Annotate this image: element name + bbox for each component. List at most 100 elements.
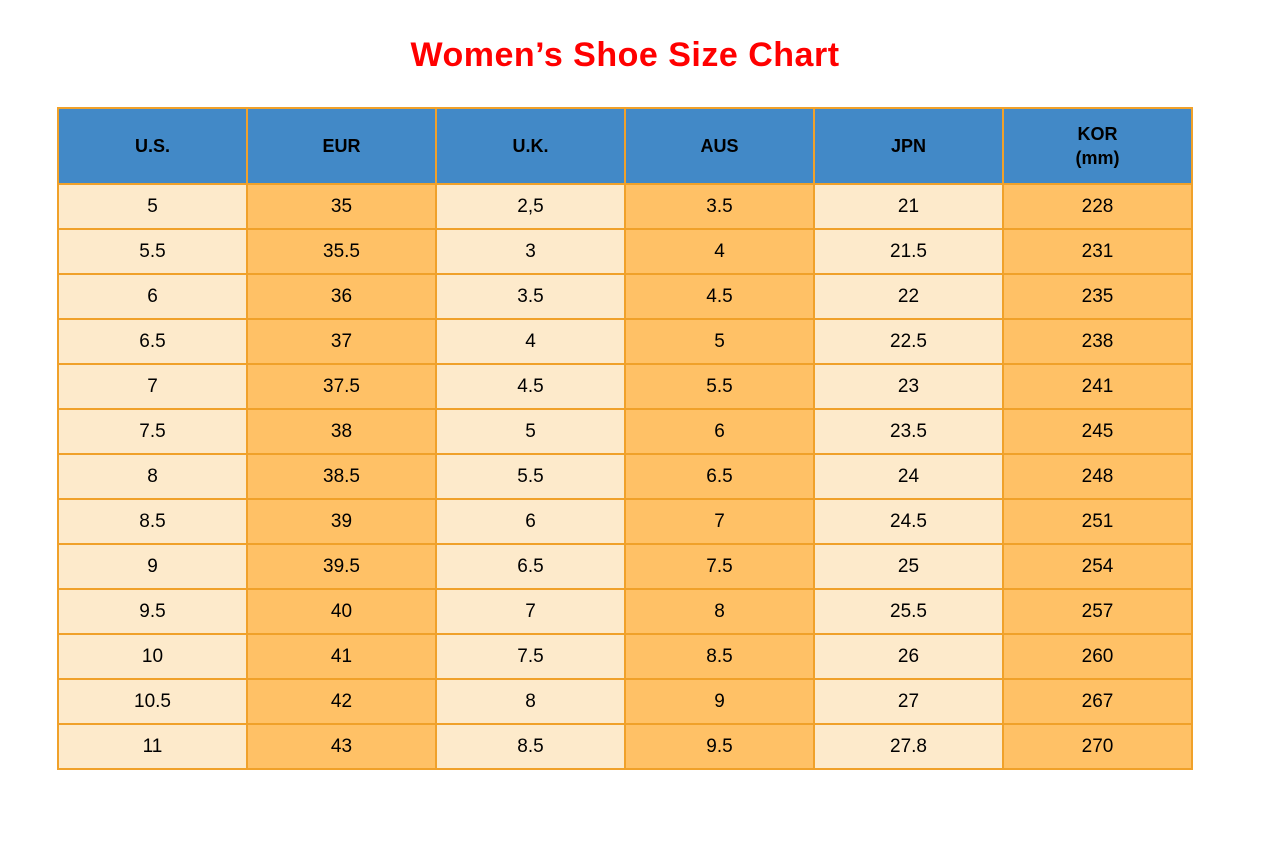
- table-cell: 21: [813, 183, 1004, 230]
- table-body: 5 35 2,5 3.5 21 228 5.5 35.5 3 4 21.5 231 6 36 3.5 4.5 2…: [57, 183, 1193, 770]
- table-cell: 7.5: [57, 408, 248, 455]
- table-row: 10.5 42 8 9 27 267: [57, 678, 1193, 725]
- table-cell: 7.5: [624, 543, 815, 590]
- table-cell: 8.5: [57, 498, 248, 545]
- table-cell: 8: [435, 678, 626, 725]
- table-cell: 260: [1002, 633, 1193, 680]
- table-cell: 6: [435, 498, 626, 545]
- table-cell: 6: [57, 273, 248, 320]
- page-title: Women’s Shoe Size Chart: [410, 36, 840, 74]
- table-cell: 9: [57, 543, 248, 590]
- table-cell: 36: [246, 273, 437, 320]
- table-row: 9 39.5 6.5 7.5 25 254: [57, 543, 1193, 590]
- table-row: 5 35 2,5 3.5 21 228: [57, 183, 1193, 230]
- column-header-eur: EUR: [246, 107, 437, 185]
- table-cell: 251: [1002, 498, 1193, 545]
- column-header-jpn: JPN: [813, 107, 1004, 185]
- table-cell: 4: [435, 318, 626, 365]
- column-header-label: JPN: [890, 135, 926, 156]
- table-cell: 41: [246, 633, 437, 680]
- table-row: 9.5 40 7 8 25.5 257: [57, 588, 1193, 635]
- column-header-sublabel: (mm): [1075, 148, 1120, 168]
- table-cell: 27.8: [813, 723, 1004, 770]
- table-cell: 5: [435, 408, 626, 455]
- column-header-us: U.S.: [57, 107, 248, 185]
- table-cell: 231: [1002, 228, 1193, 275]
- table-cell: 5: [624, 318, 815, 365]
- column-header-aus: AUS: [624, 107, 815, 185]
- table-row: 7.5 38 5 6 23.5 245: [57, 408, 1193, 455]
- table-cell: 23: [813, 363, 1004, 410]
- table-cell: 22.5: [813, 318, 1004, 365]
- table-cell: 9: [624, 678, 815, 725]
- table-cell: 238: [1002, 318, 1193, 365]
- table-cell: 8.5: [624, 633, 815, 680]
- table-cell: 25: [813, 543, 1004, 590]
- shoe-size-table: U.S. EUR U.K. AUS JPN KOR (mm) 5 35 2,5 3.5 21 228 5…: [57, 107, 1193, 770]
- table-cell: 21.5: [813, 228, 1004, 275]
- table-cell: 248: [1002, 453, 1193, 500]
- table-cell: 35: [246, 183, 437, 230]
- table-cell: 43: [246, 723, 437, 770]
- table-cell: 4: [624, 228, 815, 275]
- table-cell: 270: [1002, 723, 1193, 770]
- table-head: U.S. EUR U.K. AUS JPN KOR (mm): [57, 107, 1193, 185]
- table-cell: 7: [624, 498, 815, 545]
- table-row: 10 41 7.5 8.5 26 260: [57, 633, 1193, 680]
- table-cell: 23.5: [813, 408, 1004, 455]
- table-row: 6 36 3.5 4.5 22 235: [57, 273, 1193, 320]
- column-header-label: EUR: [322, 135, 361, 156]
- table-cell: 25.5: [813, 588, 1004, 635]
- table-cell: 5: [57, 183, 248, 230]
- table-cell: 7.5: [435, 633, 626, 680]
- table-cell: 42: [246, 678, 437, 725]
- table-cell: 35.5: [246, 228, 437, 275]
- table-cell: 10: [57, 633, 248, 680]
- table-row: 5.5 35.5 3 4 21.5 231: [57, 228, 1193, 275]
- table-row: 8 38.5 5.5 6.5 24 248: [57, 453, 1193, 500]
- table-cell: 24: [813, 453, 1004, 500]
- table-cell: 39.5: [246, 543, 437, 590]
- table-cell: 10.5: [57, 678, 248, 725]
- table-cell: 245: [1002, 408, 1193, 455]
- table-cell: 254: [1002, 543, 1193, 590]
- table-cell: 8: [57, 453, 248, 500]
- table-cell: 6.5: [435, 543, 626, 590]
- table-cell: 5.5: [57, 228, 248, 275]
- table-cell: 4.5: [624, 273, 815, 320]
- table-cell: 4.5: [435, 363, 626, 410]
- table-cell: 9.5: [57, 588, 248, 635]
- table-cell: 6.5: [624, 453, 815, 500]
- table-cell: 5.5: [624, 363, 815, 410]
- table-cell: 5.5: [435, 453, 626, 500]
- table-row: 8.5 39 6 7 24.5 251: [57, 498, 1193, 545]
- table-cell: 235: [1002, 273, 1193, 320]
- table-cell: 6: [624, 408, 815, 455]
- column-header-kor: KOR (mm): [1002, 107, 1193, 185]
- table-cell: 37.5: [246, 363, 437, 410]
- table-cell: 7: [435, 588, 626, 635]
- table-cell: 3.5: [435, 273, 626, 320]
- column-header-label: AUS: [700, 135, 739, 156]
- header-row: U.S. EUR U.K. AUS JPN KOR (mm): [57, 107, 1193, 185]
- table-cell: 8: [624, 588, 815, 635]
- table-cell: 38.5: [246, 453, 437, 500]
- table-cell: 267: [1002, 678, 1193, 725]
- table-cell: 2,5: [435, 183, 626, 230]
- column-header-label: KOR: [1077, 123, 1118, 144]
- table-cell: 37: [246, 318, 437, 365]
- table-cell: 40: [246, 588, 437, 635]
- column-header-label: U.K.: [512, 135, 549, 156]
- table-cell: 7: [57, 363, 248, 410]
- table-cell: 3.5: [624, 183, 815, 230]
- table-cell: 39: [246, 498, 437, 545]
- table-cell: 8.5: [435, 723, 626, 770]
- table-cell: 24.5: [813, 498, 1004, 545]
- table-row: 11 43 8.5 9.5 27.8 270: [57, 723, 1193, 770]
- column-header-label: U.S.: [134, 135, 170, 156]
- table-cell: 22: [813, 273, 1004, 320]
- table-row: 6.5 37 4 5 22.5 238: [57, 318, 1193, 365]
- table-cell: 241: [1002, 363, 1193, 410]
- table-cell: 3: [435, 228, 626, 275]
